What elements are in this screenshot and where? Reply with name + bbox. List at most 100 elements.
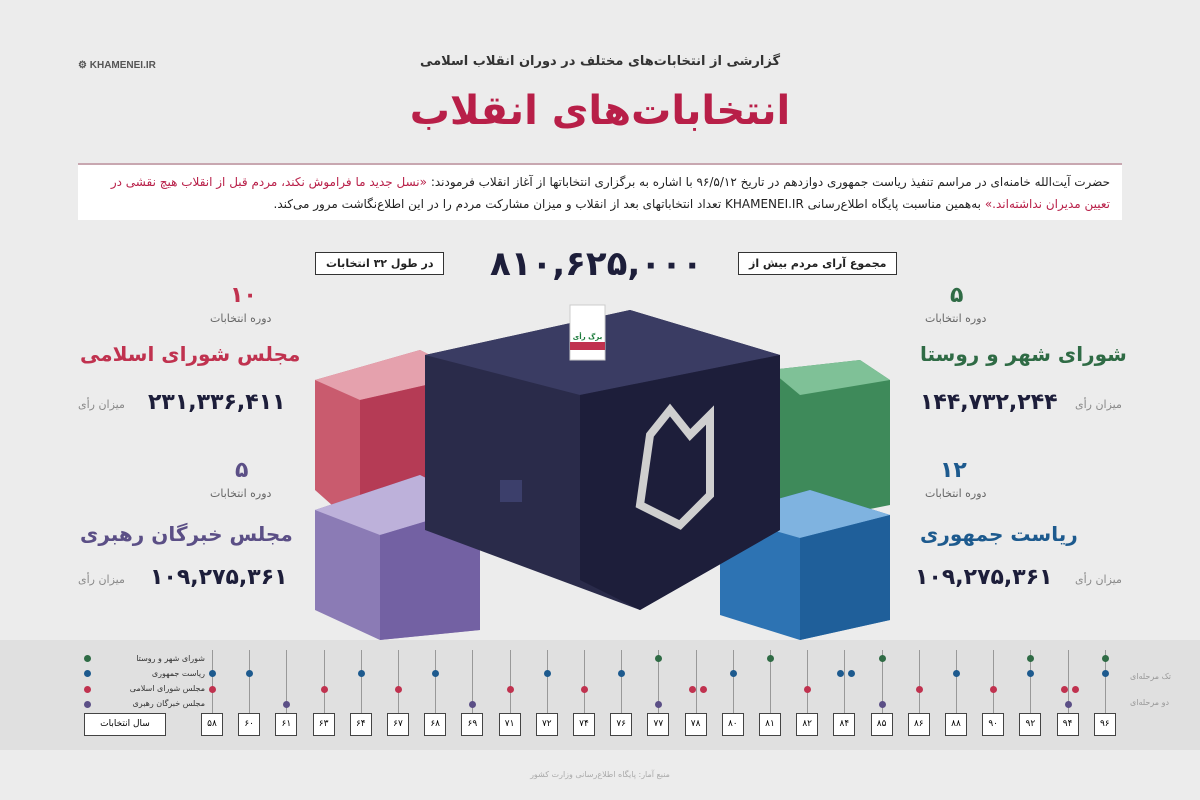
years-label: سال انتخابات (84, 713, 166, 736)
election-dot (506, 686, 514, 693)
vote-count: ۱۰۹,۲۷۵,۳۶۱ (150, 565, 288, 590)
legend-dot (84, 686, 91, 693)
year-box: ۸۸ (945, 713, 967, 736)
year-box: ۷۸ (684, 713, 707, 736)
timeline-line (472, 650, 474, 713)
timeline-line (212, 650, 213, 713)
year-box: ۹۶ (1093, 713, 1116, 736)
year-box: ۸۲ (796, 713, 819, 736)
vote-label: میزان رأی (1075, 573, 1122, 586)
year-box: ۶۳ (312, 713, 335, 736)
year-box: ۹۲ (1019, 713, 1042, 736)
election-dot (246, 670, 254, 677)
timeline-line (435, 650, 437, 713)
ballot-boxes-illustration (315, 304, 890, 640)
election-dot (848, 670, 856, 677)
election-dot (618, 670, 626, 677)
year-box: ۵۸ (201, 713, 223, 736)
intro-part2: به‌همین مناسبت پایگاه اطلاع‌رسانی KHAMEN… (273, 197, 985, 211)
timeline-line (918, 650, 920, 713)
period-count: ۵ (950, 283, 964, 308)
timeline-line (546, 650, 548, 713)
election-dot (1060, 686, 1068, 693)
vote-label: میزان رأی (78, 398, 125, 411)
election-dot (581, 686, 588, 693)
period-label: دوره انتخابات (210, 487, 272, 500)
timeline-line (956, 650, 957, 713)
green-ballot-box (770, 360, 890, 525)
timeline-line (249, 650, 251, 713)
subtitle: گزارشی از انتخابات‌های مختلف در دوران ان… (419, 54, 781, 69)
intro-part1: حضرت آیت‌الله خامنه‌ای در مراسم تنفیذ ری… (427, 175, 1110, 189)
election-dot (1101, 655, 1109, 662)
period-label: دوره انتخابات (925, 487, 987, 500)
timeline-line (732, 650, 734, 713)
period-label: دوره انتخابات (210, 312, 272, 325)
year-box: ۷۴ (573, 713, 595, 736)
legend-khobregan: مجلس خبرگان رهبری (132, 699, 205, 708)
year-box: ۸۶ (907, 713, 930, 736)
timeline-line (807, 650, 809, 713)
period-count: ۱۰ (230, 283, 257, 308)
timeline-line (323, 650, 325, 713)
legend-dot (84, 670, 91, 677)
election-dot (729, 670, 737, 677)
legend-riasat: ریاست جمهوری (151, 669, 205, 678)
stat-name: شورای شهر و روستا (920, 342, 1127, 366)
timeline-line (993, 650, 995, 713)
logo: ⚙ KHAMENEI.IR (78, 60, 156, 71)
election-dot (209, 670, 216, 677)
year-box: ۹۰ (982, 713, 1005, 736)
election-dot (655, 701, 663, 708)
intro-text: حضرت آیت‌الله خامنه‌ای در مراسم تنفیذ ری… (78, 163, 1122, 220)
election-dot (953, 670, 960, 677)
period-count: ۵ (235, 458, 249, 483)
page-title: انتخابات‌های انقلاب (409, 88, 791, 134)
timeline-line (1030, 650, 1032, 713)
vote-count: ۱۰۹,۲۷۵,۳۶۱ (915, 565, 1053, 590)
timeline-line (881, 650, 883, 713)
source-note: منبع آمار: پایگاه اطلاع‌رسانی وزارت کشور (530, 770, 670, 779)
legend-shura: شورای شهر و روستا (136, 654, 205, 663)
timeline-line (509, 650, 511, 713)
vote-label: میزان رأی (78, 573, 125, 586)
legend-dot (84, 655, 91, 662)
year-box: ۷۱ (498, 713, 521, 736)
year-box: ۸۰ (721, 713, 744, 736)
year-box: ۶۹ (461, 713, 484, 736)
timeline-line (658, 650, 660, 713)
year-box: ۷۶ (610, 713, 633, 736)
election-dot (990, 686, 998, 693)
election-dot (837, 670, 845, 677)
main-ballot-box (425, 304, 780, 610)
timeline-line (1104, 650, 1106, 713)
election-dot (878, 701, 886, 708)
timeline-line (844, 650, 846, 713)
vote-label: میزان رأی (1075, 398, 1122, 411)
stat-name: مجلس خبرگان رهبری (80, 522, 293, 546)
timeline-line (584, 650, 585, 713)
year-box: ۹۴ (1056, 713, 1079, 736)
single-stage-legend: تک مرحله‌ای (1130, 672, 1171, 681)
year-box: ۶۷ (387, 713, 409, 736)
election-dot (320, 686, 328, 693)
vote-count: ۱۴۴,۷۳۲,۲۴۴ (920, 390, 1058, 415)
year-box: ۷۲ (535, 713, 558, 736)
year-box: ۶۰ (238, 713, 261, 736)
timeline-line (621, 650, 623, 713)
election-dot (357, 670, 365, 677)
stat-name: مجلس شورای اسلامی (80, 342, 301, 366)
legend-dot (84, 701, 91, 708)
election-dot (209, 686, 216, 693)
timeline-line (1067, 650, 1069, 713)
total-votes: ۸۱۰,۶۲۵,۰۰۰ (490, 244, 703, 284)
election-dot (804, 686, 812, 693)
year-box: ۶۸ (424, 713, 447, 736)
timeline-line (695, 650, 697, 713)
timeline-line (770, 650, 771, 713)
election-dot (688, 686, 696, 693)
vote-count: ۲۳۱,۳۳۶,۴۱۱ (148, 390, 286, 415)
election-dot (469, 701, 477, 708)
election-dot (543, 670, 551, 677)
logo-text: KHAMENEI.IR (89, 60, 156, 71)
